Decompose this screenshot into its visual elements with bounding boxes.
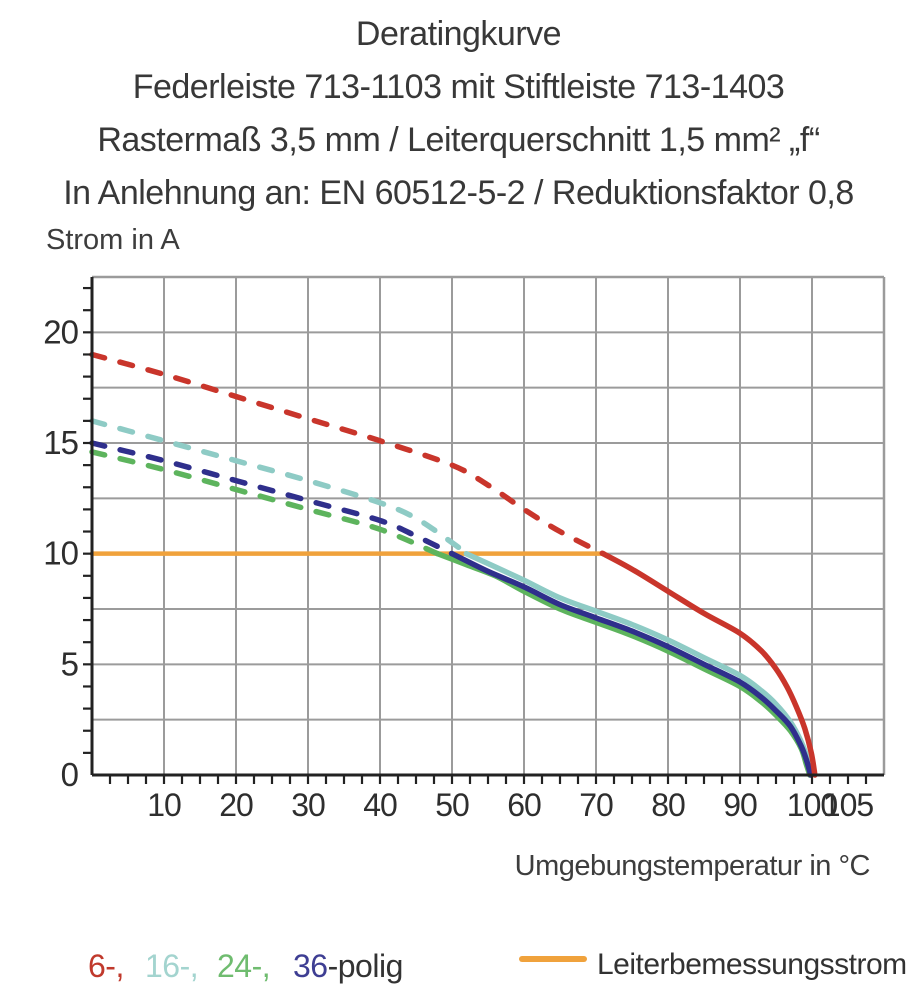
chart-subtitle-3: In Anlehnung an: EN 60512-5-2 / Reduktio… xyxy=(63,174,854,212)
y-axis-title: Strom in A xyxy=(46,224,180,256)
chart-subtitle-1: Federleiste 713-1103 mit Stiftleiste 713… xyxy=(132,68,785,106)
legend-label-16polig: 16-, xyxy=(145,948,199,984)
svg-text:90: 90 xyxy=(723,787,757,823)
svg-text:105: 105 xyxy=(823,787,874,823)
svg-text:20: 20 xyxy=(219,787,253,823)
x-axis-title: Umgebungstemperatur in °C xyxy=(514,850,871,882)
svg-text:100: 100 xyxy=(787,787,838,823)
rated-current-swatch-line xyxy=(519,956,587,962)
svg-text:80: 80 xyxy=(651,787,685,823)
svg-text:10: 10 xyxy=(147,787,181,823)
svg-text:10: 10 xyxy=(43,535,78,572)
svg-text:70: 70 xyxy=(579,787,613,823)
chart-subtitle-2: Rastermaß 3,5 mm / Leiterquerschnitt 1,5… xyxy=(97,121,820,159)
svg-text:50: 50 xyxy=(435,787,469,823)
chart-header: Deratingkurve Federleiste 713-1103 mit S… xyxy=(0,8,917,220)
legend-label-36polig: 36-polig xyxy=(293,948,403,984)
svg-text:20: 20 xyxy=(43,313,78,350)
legend-label-6polig: 6-, xyxy=(88,948,124,984)
chart-title: Deratingkurve xyxy=(355,15,562,53)
svg-text:30: 30 xyxy=(291,787,325,823)
svg-text:15: 15 xyxy=(43,424,78,461)
svg-text:40: 40 xyxy=(363,787,397,823)
legend-label-24polig: 24-, xyxy=(217,948,271,984)
svg-text:60: 60 xyxy=(507,787,541,823)
svg-text:5: 5 xyxy=(61,645,78,682)
rated-current-label: Leiterbemessungsstrom xyxy=(597,948,907,981)
svg-text:0: 0 xyxy=(61,756,79,793)
